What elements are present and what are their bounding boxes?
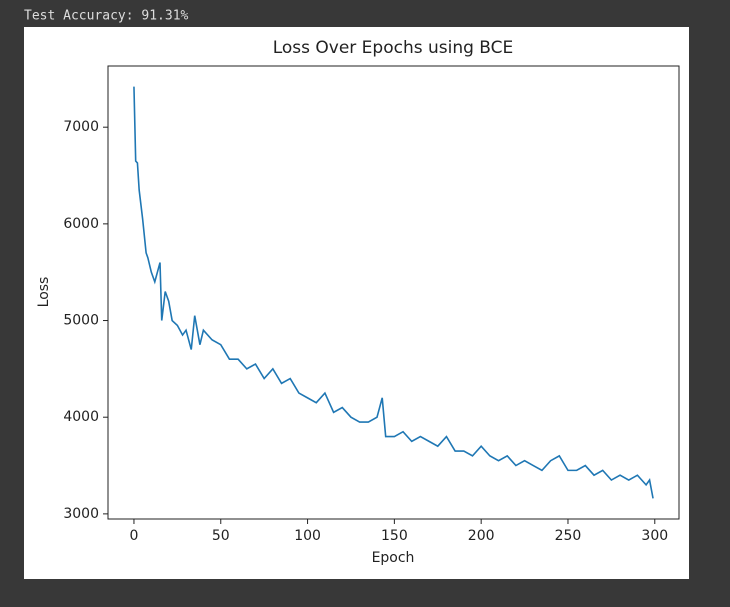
y-tick-label: 4000: [63, 409, 99, 425]
x-tick-label: 50: [212, 528, 230, 544]
y-tick-label: 6000: [63, 216, 99, 232]
chart-title: Loss Over Epochs using BCE: [273, 38, 514, 58]
y-tick-label: 3000: [63, 506, 99, 522]
x-tick-label: 100: [294, 528, 321, 544]
x-tick-label: 250: [555, 528, 582, 544]
x-axis-label: Epoch: [372, 550, 415, 566]
loss-line: [133, 86, 654, 499]
axes-frame: [107, 65, 680, 520]
x-tick-label: 150: [381, 528, 408, 544]
y-tick-label: 7000: [63, 119, 99, 135]
x-tick-label: 300: [641, 528, 668, 544]
console-line: Test Accuracy: 91.31%: [24, 9, 189, 24]
x-tick-label: 200: [468, 528, 495, 544]
figure: [24, 27, 689, 579]
y-axis-label: Loss: [36, 277, 52, 308]
y-tick-label: 5000: [63, 313, 99, 329]
x-tick-label: 0: [129, 528, 138, 544]
